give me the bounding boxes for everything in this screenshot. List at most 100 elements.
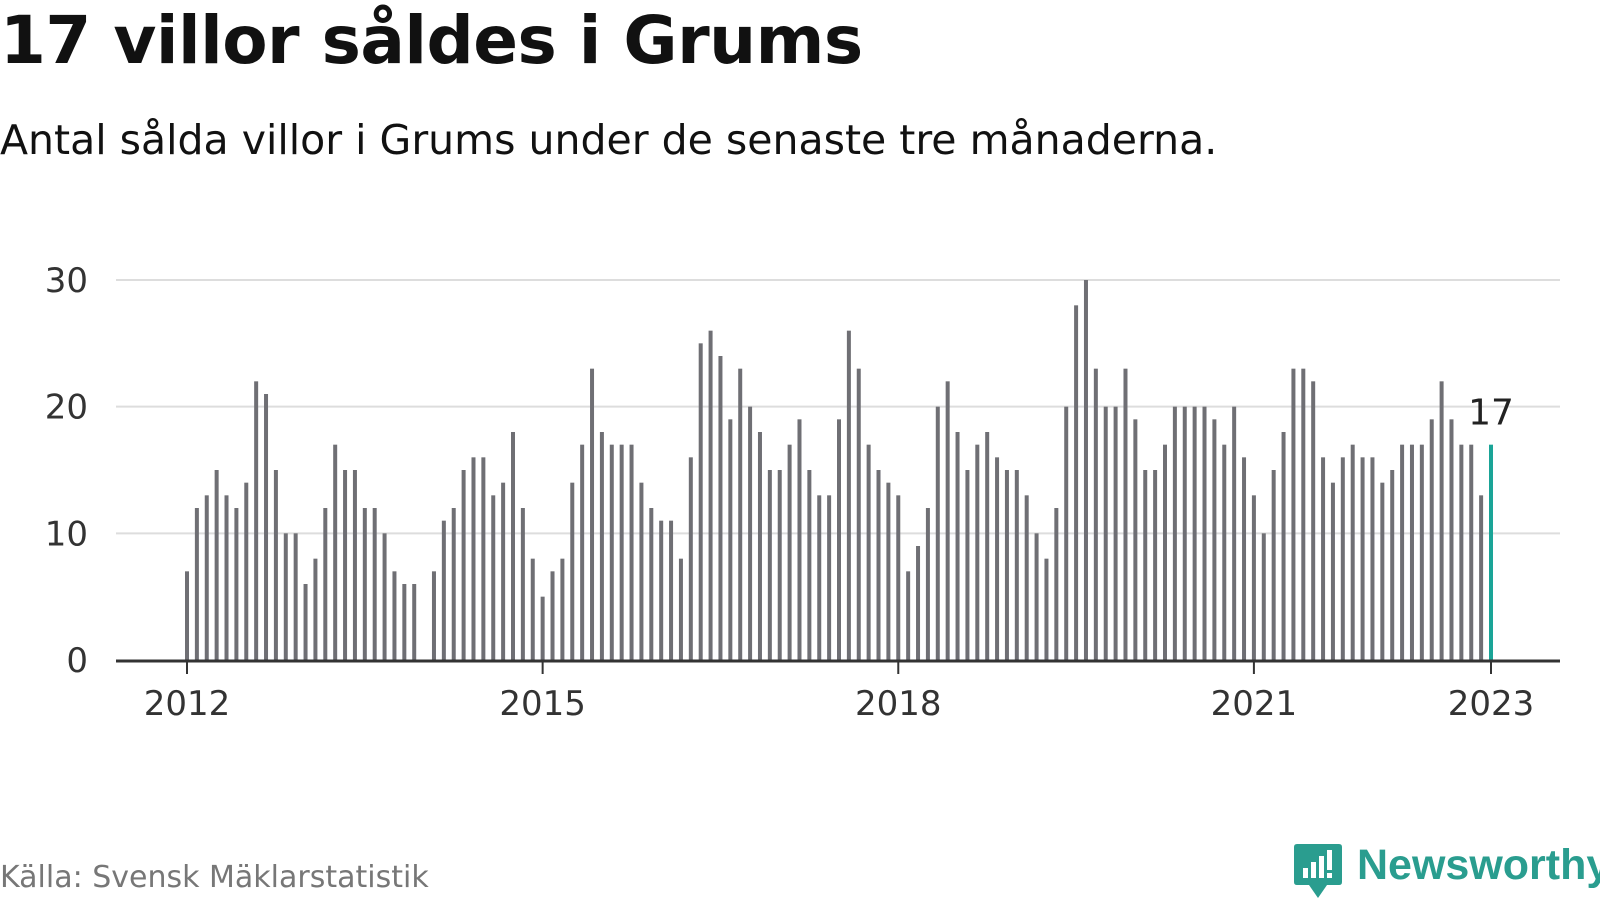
bar <box>837 419 841 660</box>
bar <box>886 482 891 660</box>
bar <box>1113 406 1118 660</box>
y-tick-label: 20 <box>45 388 88 428</box>
bar <box>530 558 535 660</box>
x-tick-label: 2023 <box>1448 684 1535 724</box>
bar <box>728 419 733 660</box>
bar <box>1479 495 1484 660</box>
bar <box>1163 444 1167 660</box>
data-label-latest: 17 <box>1468 393 1514 434</box>
bar <box>540 596 545 660</box>
bar <box>1261 533 1266 660</box>
bar <box>718 356 723 660</box>
bar <box>1222 444 1227 660</box>
bar <box>1311 381 1316 660</box>
bar <box>580 444 585 660</box>
bar <box>669 520 674 660</box>
bar <box>511 432 515 660</box>
bar <box>1202 406 1207 660</box>
chart-subtitle: Antal sålda villor i Grums under de sena… <box>0 116 1218 164</box>
chart-title: 17 villor såldes i Grums <box>0 2 863 79</box>
bar <box>866 444 871 660</box>
bar <box>1370 457 1375 660</box>
bar <box>985 432 990 660</box>
bar <box>204 495 209 660</box>
data-labels: 17 <box>1468 393 1514 434</box>
bar <box>1232 406 1237 660</box>
bar <box>1330 482 1335 660</box>
bar <box>925 508 930 660</box>
bar <box>856 368 861 660</box>
bar <box>570 482 575 660</box>
bar <box>1439 381 1444 660</box>
bar <box>748 406 753 660</box>
bar <box>1459 444 1464 660</box>
bar <box>827 495 832 660</box>
bar <box>1340 457 1345 660</box>
bar <box>194 508 199 660</box>
bar <box>1251 495 1256 660</box>
bar <box>1123 368 1128 660</box>
bar <box>1390 470 1395 660</box>
bar <box>590 368 595 660</box>
bar <box>461 470 466 660</box>
bar <box>975 444 980 660</box>
bar <box>382 533 387 660</box>
x-tick-label: 2018 <box>855 684 942 724</box>
bar <box>876 470 881 660</box>
bar <box>1321 457 1326 660</box>
bar <box>678 558 683 660</box>
bar <box>254 381 259 660</box>
bar <box>343 470 348 660</box>
bar <box>1271 470 1276 660</box>
x-tick-label: 2021 <box>1211 684 1298 724</box>
bar <box>698 343 703 660</box>
brand-logo: Newsworthy <box>1293 842 1600 902</box>
bar <box>224 495 229 660</box>
bar <box>599 432 604 660</box>
bar <box>273 470 278 660</box>
bar <box>451 508 456 660</box>
bar <box>649 508 654 660</box>
bar <box>1024 495 1029 660</box>
bar <box>441 520 446 660</box>
bar <box>1400 444 1405 660</box>
bar <box>293 533 298 660</box>
bar <box>244 482 249 660</box>
bar <box>1192 406 1197 660</box>
bar <box>1172 406 1177 660</box>
y-tick-label: 10 <box>45 514 88 554</box>
bar <box>955 432 960 660</box>
x-tick-label: 2015 <box>499 684 586 724</box>
bar <box>550 571 555 660</box>
bar <box>639 482 644 660</box>
bar <box>965 470 970 660</box>
bar <box>560 558 565 660</box>
bar <box>817 495 822 660</box>
bar <box>1469 444 1474 660</box>
bar <box>1133 419 1138 660</box>
bar <box>1064 406 1069 660</box>
bar <box>995 457 1000 660</box>
bar <box>214 470 219 660</box>
bar <box>738 368 743 660</box>
bar <box>767 470 772 660</box>
bar <box>906 571 911 660</box>
bar <box>1034 533 1039 660</box>
bar <box>1380 482 1385 660</box>
bar <box>491 495 496 660</box>
bar <box>1083 280 1088 660</box>
bar <box>1182 406 1187 660</box>
bar <box>629 444 634 660</box>
x-tick-label: 2012 <box>144 684 231 724</box>
bar <box>362 508 367 660</box>
bar <box>1419 444 1424 660</box>
bars <box>185 280 1493 660</box>
bar <box>846 330 851 660</box>
bar <box>264 394 269 660</box>
bar <box>372 508 377 660</box>
bar <box>708 330 713 660</box>
bar <box>1360 457 1365 660</box>
bar <box>1074 305 1079 660</box>
bar <box>333 444 338 660</box>
